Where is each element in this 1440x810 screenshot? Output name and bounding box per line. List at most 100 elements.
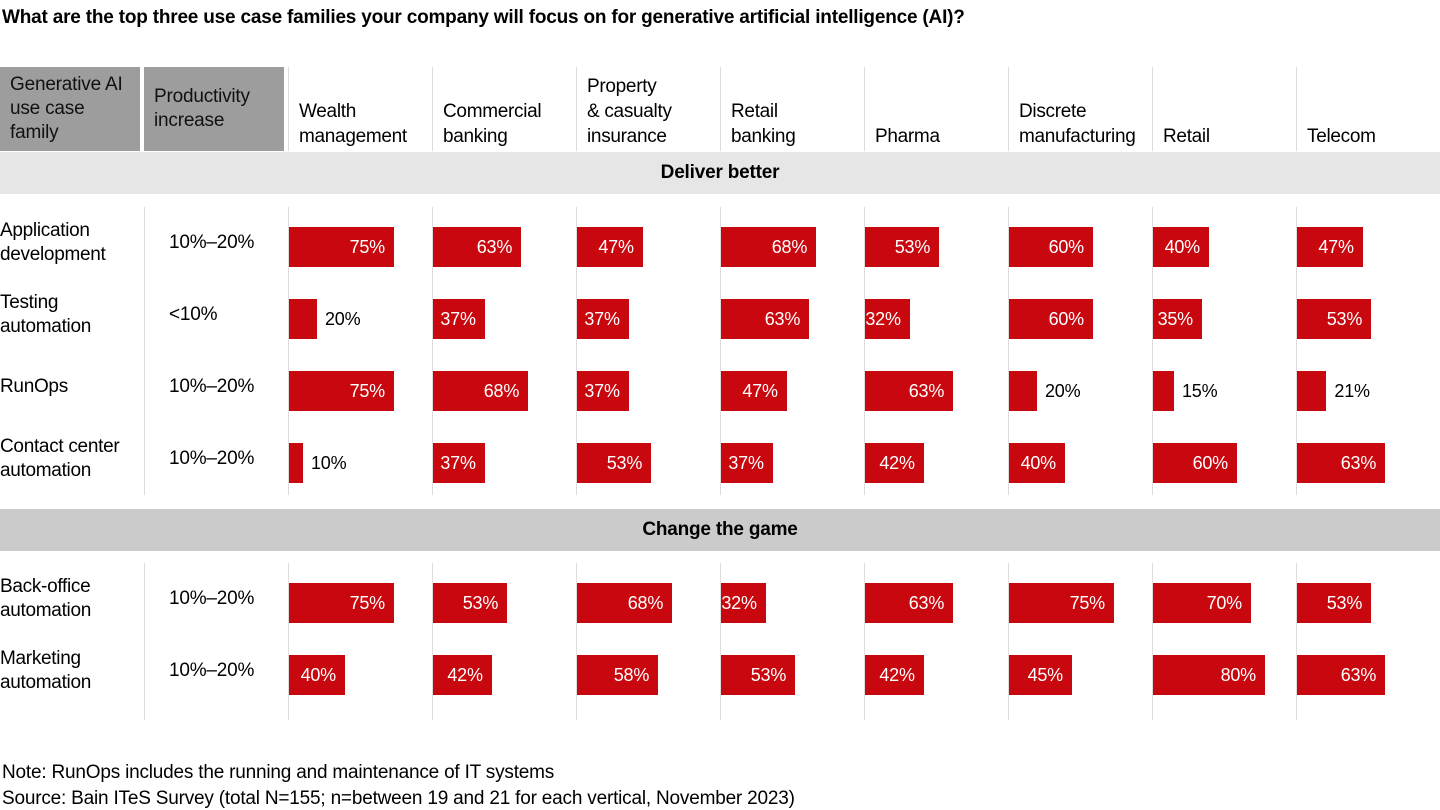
spacer-cell <box>0 707 144 720</box>
bar-cell: 40% <box>1152 207 1296 279</box>
bar: 75% <box>289 227 394 267</box>
use-case-family-label: Back-office automation <box>0 576 92 621</box>
bar-cell: 63% <box>1296 635 1440 707</box>
bar-cell: 37% <box>432 423 576 495</box>
bar-value-label: 75% <box>349 592 386 613</box>
bar-value-label: 53% <box>1326 308 1363 329</box>
bar-cell: 37% <box>576 351 720 423</box>
bar-cell: 40% <box>1008 423 1152 495</box>
use-case-family-label: Testing automation <box>0 292 92 337</box>
bar-cell: 60% <box>1152 423 1296 495</box>
column-header: Telecom <box>1296 67 1440 151</box>
bar: 42% <box>865 443 924 483</box>
column-header: Discrete manufacturing <box>1008 67 1152 151</box>
bar-value-label: 75% <box>1069 592 1106 613</box>
bar-value-label: 20% <box>325 308 361 329</box>
bar-value-label: 37% <box>584 380 620 401</box>
bar-cell: 35% <box>1152 279 1296 351</box>
bar <box>1153 371 1174 411</box>
bar-value-label: 60% <box>1048 236 1085 257</box>
bar: 53% <box>721 655 796 695</box>
productivity-increase-value: 10%–20% <box>144 563 288 635</box>
bar-value-label: 53% <box>462 592 499 613</box>
bar: 63% <box>1297 443 1386 483</box>
bar: 35% <box>1153 299 1202 339</box>
bar: 75% <box>1009 583 1114 623</box>
bar: 63% <box>1297 655 1386 695</box>
table-row: Testing automation <10% 20% 37% 37% 63% 32% 60%… <box>0 279 1440 351</box>
column-header: Pharma <box>864 67 1008 151</box>
bar-value-label: 37% <box>440 452 476 473</box>
header-cell-productivity-increase: Productivity increase <box>144 67 284 151</box>
spacer-cell <box>864 707 1008 720</box>
use-case-family-label: Marketing automation <box>0 648 92 693</box>
bar-cell: 53% <box>432 563 576 635</box>
bar-cell: 75% <box>288 351 432 423</box>
bar-cell: 47% <box>1296 207 1440 279</box>
bar-value-label: 60% <box>1048 308 1085 329</box>
bar-value-label: 42% <box>879 664 915 685</box>
table-row: Marketing automation 10%–20% 40% 42% 58% 53% 4… <box>0 635 1440 707</box>
bar: 45% <box>1009 655 1072 695</box>
bar: 68% <box>577 583 673 623</box>
column-header: Retail <box>1152 67 1296 151</box>
bar-value-label: 53% <box>606 452 643 473</box>
bar-value-label: 42% <box>879 452 915 473</box>
bar-value-label: 68% <box>771 236 808 257</box>
column-header: Property & casualty insurance <box>576 67 720 151</box>
section-band-change-the-game: Change the game <box>0 509 1440 551</box>
bar-cell: 53% <box>1296 563 1440 635</box>
bar: 47% <box>1297 227 1363 267</box>
column-header: Wealth management <box>288 67 432 151</box>
spacer-cell <box>144 707 288 720</box>
bar-value-label: 40% <box>1020 452 1057 473</box>
bar: 47% <box>577 227 643 267</box>
spacer-cell <box>288 707 432 720</box>
bar: 53% <box>433 583 508 623</box>
bar-value-label: 37% <box>440 308 476 329</box>
bar-cell: 32% <box>720 563 864 635</box>
bar: 37% <box>721 443 773 483</box>
bar-value-label: 53% <box>1326 592 1363 613</box>
spacer-cell <box>1152 707 1296 720</box>
bar: 32% <box>721 583 766 623</box>
column-header: Commercial banking <box>432 67 576 151</box>
divider-extension-row <box>0 707 1440 720</box>
bar-cell: 60% <box>1008 207 1152 279</box>
use-case-family-label: Application development <box>0 220 106 265</box>
bar-value-label: 75% <box>349 380 386 401</box>
bar: 47% <box>721 371 787 411</box>
bar <box>289 299 317 339</box>
bar-cell: 60% <box>1008 279 1152 351</box>
spacer-cell <box>576 707 720 720</box>
bar-cell: 75% <box>1008 563 1152 635</box>
bar-cell: 53% <box>720 635 864 707</box>
bar <box>289 443 303 483</box>
bar-cell: 80% <box>1152 635 1296 707</box>
bar: 53% <box>577 443 652 483</box>
bar: 53% <box>865 227 940 267</box>
productivity-increase-value: 10%–20% <box>144 635 288 707</box>
productivity-increase-value: <10% <box>144 279 288 351</box>
spacer-cell <box>432 707 576 720</box>
bar: 63% <box>865 371 954 411</box>
bar: 63% <box>433 227 522 267</box>
bar: 58% <box>577 655 659 695</box>
bar-value-label: 63% <box>1340 664 1377 685</box>
bar: 60% <box>1009 227 1093 267</box>
table-row: Contact center automation 10%–20% 10% 37% 53… <box>0 423 1440 495</box>
bar: 80% <box>1153 655 1265 695</box>
bar-value-label: 32% <box>865 308 901 329</box>
bar-value-label: 63% <box>908 592 945 613</box>
bar-cell: 21% <box>1296 351 1440 423</box>
bar: 68% <box>433 371 529 411</box>
bar-value-label: 63% <box>908 380 945 401</box>
bar-cell: 47% <box>720 351 864 423</box>
productivity-increase-value: 10%–20% <box>144 207 288 279</box>
spacer-cell <box>720 707 864 720</box>
bar-cell: 75% <box>288 563 432 635</box>
bar-value-label: 10% <box>311 452 347 473</box>
bar: 60% <box>1009 299 1093 339</box>
section-change-the-game: Back-office automation 10%–20% 75% 53% 68% 32… <box>0 563 1440 720</box>
bar-value-label: 40% <box>1164 236 1201 257</box>
